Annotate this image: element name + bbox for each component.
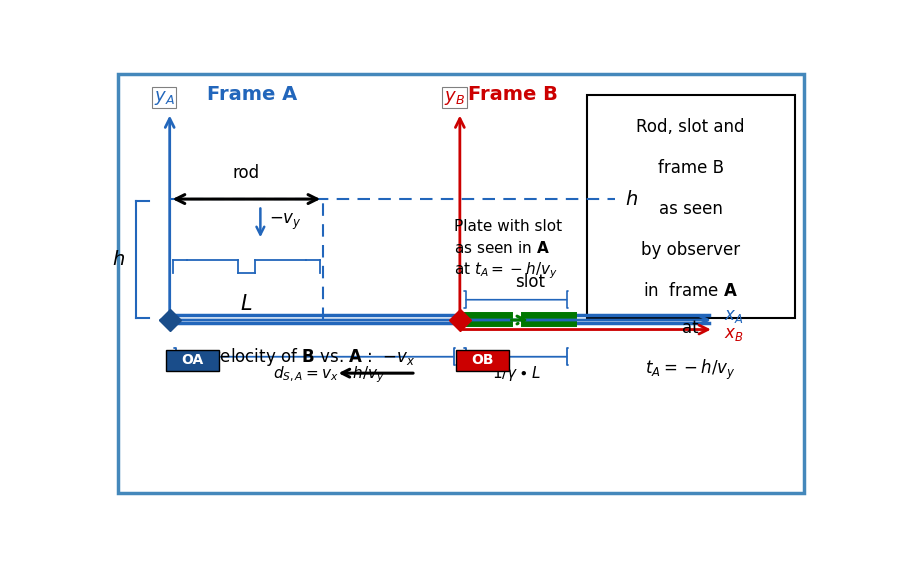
- Text: at $t_A = - h / v_y$: at $t_A = - h / v_y$: [454, 260, 558, 280]
- FancyBboxPatch shape: [166, 350, 220, 371]
- Text: Frame B: Frame B: [468, 85, 558, 104]
- Text: $1/\gamma \bullet L$: $1/\gamma \bullet L$: [492, 364, 541, 383]
- FancyBboxPatch shape: [587, 95, 795, 318]
- Text: $L$: $L$: [240, 294, 253, 314]
- Text: $x_A$: $x_A$: [724, 307, 743, 325]
- Text: OA: OA: [182, 353, 203, 367]
- Text: rod: rod: [233, 164, 260, 182]
- Text: velocity of $\mathbf{B}$ vs. $\mathbf{A}$ :  $- v_x$: velocity of $\mathbf{B}$ vs. $\mathbf{A}…: [211, 346, 416, 368]
- Text: $t_A = - h / v_y$: $t_A = - h / v_y$: [645, 358, 736, 382]
- Text: $y_B$: $y_B$: [444, 89, 464, 107]
- Text: $-v_y$: $-v_y$: [269, 212, 302, 232]
- Text: Plate with slot: Plate with slot: [454, 219, 562, 234]
- Text: Rod, slot and: Rod, slot and: [636, 118, 745, 136]
- Text: $h$: $h$: [626, 190, 638, 209]
- Text: slot: slot: [516, 273, 545, 291]
- Text: as seen in $\mathbf{A}$: as seen in $\mathbf{A}$: [454, 240, 550, 256]
- Text: at: at: [682, 319, 699, 337]
- Text: $x_B$: $x_B$: [724, 325, 743, 343]
- Text: frame B: frame B: [658, 159, 724, 177]
- Text: in  frame $\mathbf{A}$: in frame $\mathbf{A}$: [644, 282, 738, 300]
- Text: $h$: $h$: [112, 250, 125, 269]
- Text: $d_{S,A} = v_x \bullet h / v_y$: $d_{S,A} = v_x \bullet h / v_y$: [273, 365, 384, 385]
- FancyBboxPatch shape: [456, 350, 509, 371]
- Text: $y_A$: $y_A$: [154, 89, 175, 107]
- Text: by observer: by observer: [641, 241, 741, 259]
- Text: OB: OB: [472, 353, 494, 367]
- Text: as seen: as seen: [659, 200, 723, 218]
- Text: Frame A: Frame A: [207, 85, 297, 104]
